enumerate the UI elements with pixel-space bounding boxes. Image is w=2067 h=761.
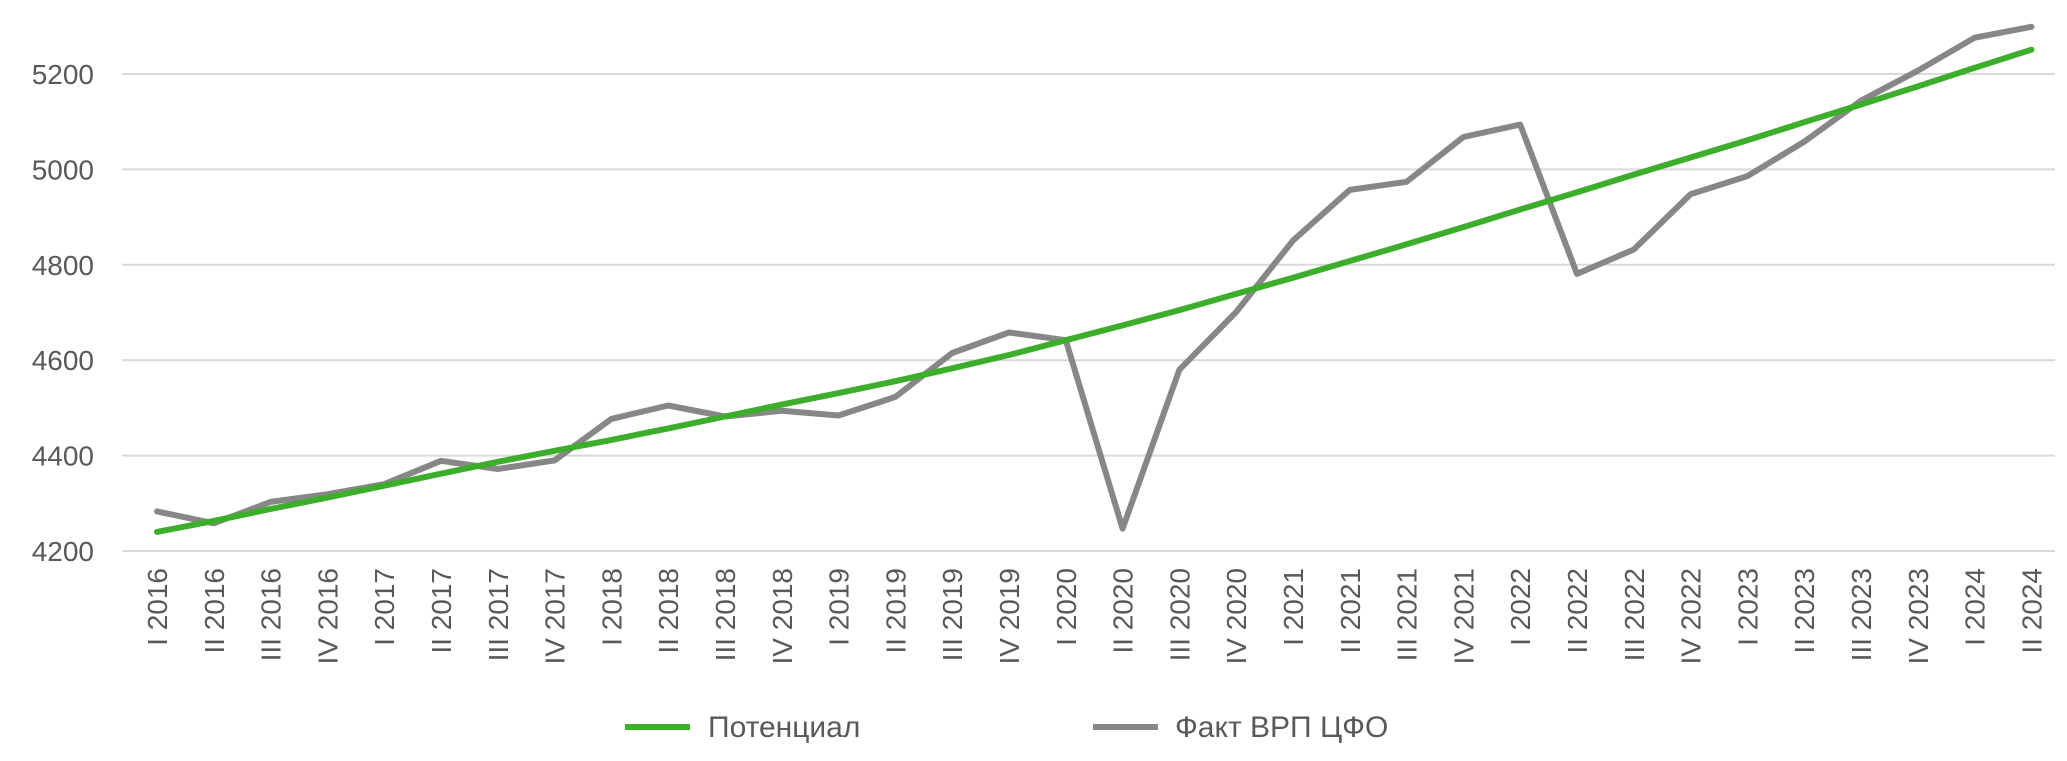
gridlines: [122, 73, 2055, 552]
series-line-fact: [154, 23, 2035, 532]
x-tick-label: II 2019: [880, 568, 911, 654]
y-tick-label: 4800: [32, 250, 94, 281]
x-tick-label: III 2021: [1392, 568, 1423, 661]
y-tick-label: 4200: [32, 536, 94, 567]
x-tick-label: II 2016: [199, 568, 230, 654]
x-axis-tick-labels: I 2016 II 2016 III 2016 IV 2016 I 2017 II 201…: [142, 568, 2047, 665]
y-tick-label: 5000: [32, 154, 94, 185]
x-tick-label: II 2024: [2016, 568, 2047, 654]
x-tick-label: I 2017: [369, 568, 400, 646]
series-lines: [154, 23, 2035, 535]
y-axis-tick-labels: 4200 4400 4600 4800 5000 5200: [32, 59, 94, 567]
x-tick-label: I 2018: [596, 568, 627, 646]
legend-label-potential: Потенциал: [708, 711, 860, 744]
y-tick-label: 4400: [32, 441, 94, 472]
x-tick-label: I 2021: [1278, 568, 1309, 646]
x-tick-label: IV 2018: [767, 568, 798, 665]
y-tick-label: 5200: [32, 59, 94, 90]
x-tick-label: IV 2022: [1676, 568, 1707, 665]
x-tick-label: II 2020: [1108, 568, 1139, 654]
x-tick-label: IV 2020: [1221, 568, 1252, 665]
x-tick-label: III 2017: [483, 568, 514, 661]
x-tick-label: I 2020: [1051, 568, 1082, 646]
x-tick-label: III 2016: [256, 568, 287, 661]
x-tick-label: II 2018: [653, 568, 684, 654]
x-tick-label: II 2022: [1562, 568, 1593, 654]
x-tick-label: IV 2023: [1903, 568, 1934, 665]
x-tick-label: II 2021: [1335, 568, 1366, 654]
x-tick-label: I 2024: [1960, 568, 1991, 646]
x-tick-label: I 2016: [142, 568, 173, 646]
x-tick-label: I 2022: [1505, 568, 1536, 646]
x-tick-label: II 2017: [426, 568, 457, 654]
x-tick-label: IV 2017: [540, 568, 571, 665]
x-tick-label: III 2018: [710, 568, 741, 661]
x-tick-label: III 2022: [1619, 568, 1650, 661]
series-line-potential: [154, 46, 2035, 535]
x-tick-label: IV 2016: [312, 568, 343, 665]
x-tick-label: III 2020: [1164, 568, 1195, 661]
x-tick-label: I 2023: [1732, 568, 1763, 646]
x-tick-label: III 2019: [937, 568, 968, 661]
y-tick-label: 4600: [32, 345, 94, 376]
x-tick-label: IV 2019: [994, 568, 1025, 665]
legend: Потенциал Факт ВРП ЦФО: [625, 711, 1388, 744]
x-tick-label: III 2023: [1846, 568, 1877, 661]
legend-label-fact: Факт ВРП ЦФО: [1175, 711, 1388, 744]
x-tick-label: I 2019: [824, 568, 855, 646]
x-tick-label: IV 2021: [1448, 568, 1479, 665]
x-tick-label: II 2023: [1789, 568, 1820, 654]
